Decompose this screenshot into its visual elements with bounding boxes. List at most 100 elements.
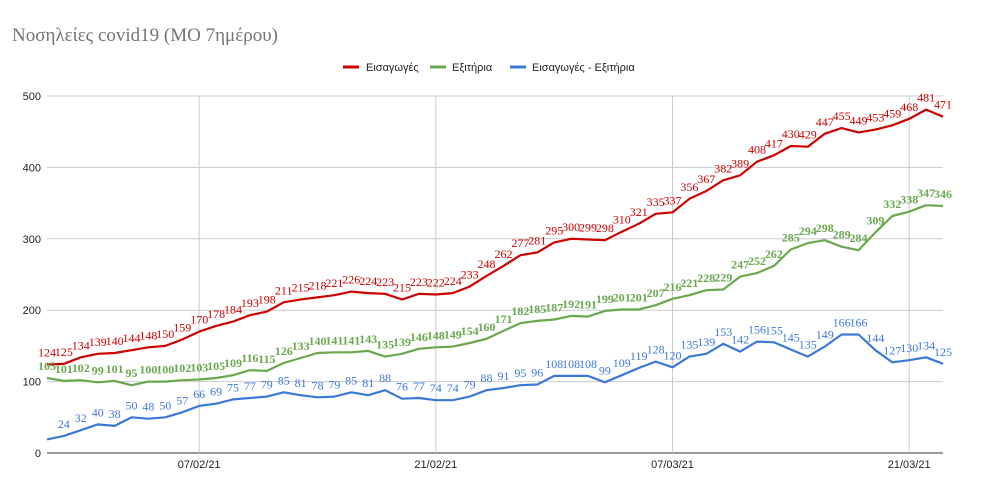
- data-label-difference: 127: [883, 343, 901, 357]
- data-label-discharges: 116: [241, 351, 258, 365]
- data-label-difference: 135: [799, 338, 817, 352]
- data-label-discharges: 102: [72, 361, 90, 375]
- series-line-admissions: [46, 108, 944, 366]
- data-label-admissions: 367: [697, 172, 715, 186]
- data-label-admissions: 481: [917, 91, 935, 105]
- data-label-discharges: 285: [782, 231, 800, 245]
- data-label-admissions: 417: [765, 136, 783, 150]
- legend-label-difference: Εισαγωγές - Εξιτήρια: [532, 62, 635, 74]
- data-label-discharges: 252: [748, 254, 766, 268]
- data-label-admissions: 453: [866, 111, 884, 125]
- data-label-discharges: 133: [292, 339, 310, 353]
- data-label-discharges: 191: [579, 298, 597, 312]
- data-label-difference: 166: [833, 316, 851, 330]
- data-label-discharges: 154: [461, 324, 479, 338]
- data-label-difference: 108: [579, 357, 597, 371]
- data-label-difference: 108: [545, 357, 563, 371]
- data-label-difference: 79: [464, 378, 476, 392]
- y-tick-label: 500: [23, 91, 41, 103]
- y-tick-label: 400: [23, 162, 41, 174]
- data-label-discharges: 216: [664, 280, 682, 294]
- data-label-difference: 77: [244, 379, 256, 393]
- data-label-difference: 57: [176, 393, 188, 407]
- data-label-difference: 99: [599, 363, 611, 377]
- legend-item-difference[interactable]: Εισαγωγές - Εξιτήρια: [510, 62, 635, 74]
- data-label-discharges: 228: [697, 271, 715, 285]
- data-label-admissions: 159: [173, 321, 191, 335]
- data-label-admissions: 211: [275, 283, 293, 297]
- data-label-discharges: 247: [731, 258, 749, 272]
- data-label-difference: 96: [531, 366, 543, 380]
- data-label-difference: 109: [613, 356, 631, 370]
- data-label-discharges: 99: [92, 363, 104, 377]
- legend-label-admissions: Εισαγωγές: [366, 62, 419, 74]
- data-label-difference: 149: [816, 328, 834, 342]
- legend-item-discharges[interactable]: Εξιτήρια: [430, 62, 493, 74]
- data-label-discharges: 160: [478, 320, 496, 334]
- data-label-difference: 91: [498, 369, 510, 383]
- data-label-difference: 85: [278, 373, 290, 387]
- data-label-difference: 145: [782, 331, 800, 345]
- data-label-discharges: 141: [325, 333, 343, 347]
- data-label-difference: 130: [900, 341, 918, 355]
- data-label-admissions: 429: [799, 128, 817, 142]
- chart-title: Νοσηλείες covid19 (ΜΟ 7ημέρου): [12, 25, 278, 46]
- data-label-admissions: 224: [444, 274, 462, 288]
- data-label-difference: 88: [481, 371, 493, 385]
- data-label-discharges: 105: [38, 359, 56, 373]
- series-line-discharges: [46, 204, 944, 387]
- legend-item-admissions[interactable]: Εισαγωγές: [343, 62, 419, 74]
- data-label-admissions: 144: [123, 331, 141, 345]
- data-label-admissions: 449: [850, 113, 868, 127]
- data-label-discharges: 146: [410, 330, 428, 344]
- data-label-difference: 79: [328, 378, 340, 392]
- data-label-admissions: 150: [156, 327, 174, 341]
- data-label-discharges: 149: [444, 328, 462, 342]
- data-label-admissions: 223: [376, 275, 394, 289]
- data-labels: 1241251341391401441481501591701781841931…: [38, 91, 952, 431]
- data-label-admissions: 468: [900, 100, 918, 114]
- data-label-discharges: 103: [190, 361, 208, 375]
- data-label-admissions: 224: [359, 274, 377, 288]
- data-label-difference: 77: [413, 379, 425, 393]
- y-tick-label: 0: [35, 448, 41, 460]
- data-label-discharges: 347: [917, 186, 935, 200]
- data-label-admissions: 193: [241, 296, 259, 310]
- data-label-difference: 95: [514, 366, 526, 380]
- data-label-discharges: 332: [883, 197, 901, 211]
- data-label-difference: 144: [866, 331, 884, 345]
- data-label-admissions: 125: [55, 345, 73, 359]
- x-tick-label: 07/02/21: [178, 459, 221, 471]
- data-label-discharges: 115: [258, 352, 275, 366]
- data-label-admissions: 337: [664, 193, 682, 207]
- data-label-discharges: 185: [528, 302, 546, 316]
- data-label-admissions: 198: [258, 293, 276, 307]
- data-label-discharges: 109: [224, 356, 242, 370]
- y-tick-label: 300: [23, 234, 41, 246]
- data-label-difference: 74: [430, 381, 442, 395]
- data-label-admissions: 124: [38, 346, 56, 360]
- data-label-discharges: 171: [495, 312, 513, 326]
- data-label-discharges: 201: [630, 291, 648, 305]
- data-label-admissions: 430: [782, 127, 800, 141]
- data-label-admissions: 298: [596, 221, 614, 235]
- data-label-admissions: 300: [562, 220, 580, 234]
- data-label-difference: 108: [562, 357, 580, 371]
- data-label-difference: 78: [312, 378, 324, 392]
- data-label-difference: 40: [92, 405, 104, 419]
- data-label-difference: 50: [159, 398, 171, 412]
- x-tick-label: 07/03/21: [651, 459, 694, 471]
- data-label-discharges: 101: [106, 362, 124, 376]
- data-label-admissions: 140: [106, 334, 124, 348]
- data-label-discharges: 182: [511, 304, 529, 318]
- data-label-discharges: 298: [816, 221, 834, 235]
- data-label-admissions: 299: [579, 221, 597, 235]
- data-label-difference: 81: [295, 376, 307, 390]
- data-label-admissions: 321: [630, 205, 648, 219]
- data-label-difference: 139: [697, 335, 715, 349]
- data-label-discharges: 207: [647, 286, 665, 300]
- data-label-difference: 24: [58, 417, 70, 431]
- data-label-difference: 128: [647, 343, 665, 357]
- data-label-difference: 75: [227, 380, 239, 394]
- data-label-discharges: 143: [359, 332, 377, 346]
